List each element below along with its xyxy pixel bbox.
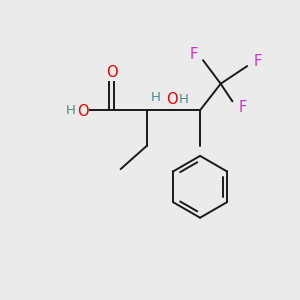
Text: F: F — [253, 54, 262, 69]
Text: O: O — [77, 104, 89, 119]
Text: H: H — [179, 93, 189, 106]
Text: F: F — [238, 100, 247, 115]
Text: O: O — [106, 65, 118, 80]
Text: H: H — [66, 104, 76, 117]
Text: F: F — [190, 47, 198, 62]
Text: H: H — [151, 92, 161, 104]
Text: O: O — [166, 92, 178, 106]
